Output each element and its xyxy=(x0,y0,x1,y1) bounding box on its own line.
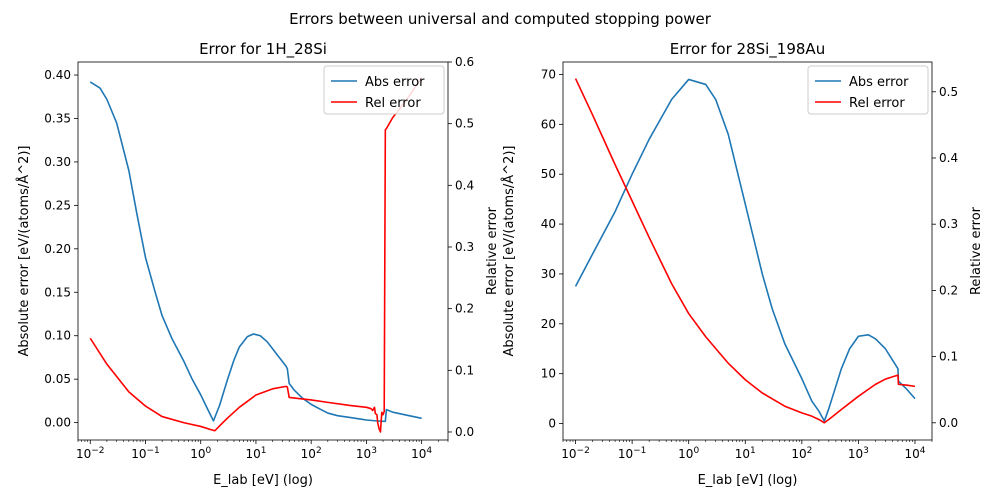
series-line-abs-error xyxy=(89,81,422,423)
y-left-tick-label: 30 xyxy=(541,267,556,281)
x-tick-label: 100 xyxy=(190,446,211,461)
x-tick-label: 101 xyxy=(735,446,756,461)
chart-title: Error for 1H_28Si xyxy=(199,40,327,59)
y-left-tick-label: 0.40 xyxy=(44,68,71,82)
y-left-axis-label: Absolute error [eV/(atoms/Å^2)] xyxy=(16,145,32,356)
x-tick-base: 10 xyxy=(678,447,693,461)
y-left-tick-label: 0.10 xyxy=(44,329,71,343)
x-tick-base: 10 xyxy=(791,447,806,461)
y-left-tick-label: 0.05 xyxy=(44,372,71,386)
y-left-tick-label: 50 xyxy=(541,167,556,181)
y-left-tick-label: 0.20 xyxy=(44,242,71,256)
x-tick-label: 10−1 xyxy=(131,446,160,461)
y-right-tick-label: 0.3 xyxy=(455,240,474,254)
legend-label: Rel error xyxy=(849,96,905,111)
x-tick-exponent: 4 xyxy=(426,446,432,456)
legend-label: Abs error xyxy=(365,75,425,90)
y-right-tick-label: 0.3 xyxy=(939,217,958,231)
x-tick-exponent: 2 xyxy=(807,446,813,456)
y-right-tick-label: 0.5 xyxy=(939,85,958,99)
x-tick-base: 10 xyxy=(411,447,426,461)
x-tick-label: 10−2 xyxy=(76,446,105,461)
series-line-abs-error xyxy=(574,78,916,422)
x-tick-label: 102 xyxy=(301,446,322,461)
y-left-tick-label: 10 xyxy=(541,367,556,381)
legend-label: Rel error xyxy=(365,96,421,111)
y-left-tick-label: 60 xyxy=(541,117,556,131)
x-tick-label: 10−1 xyxy=(618,446,647,461)
x-tick-exponent: 4 xyxy=(920,446,926,456)
y-right-axis-label: Relative error xyxy=(485,206,500,295)
y-right-tick-label: 0.1 xyxy=(939,350,958,364)
x-tick-label: 10−2 xyxy=(561,446,590,461)
x-tick-exponent: −1 xyxy=(633,446,646,456)
x-tick-label: 101 xyxy=(245,446,266,461)
x-tick-exponent: 3 xyxy=(371,446,377,456)
x-tick-base: 10 xyxy=(245,447,260,461)
x-tick-exponent: 0 xyxy=(693,446,699,456)
y-right-tick-label: 0.2 xyxy=(939,283,958,297)
x-tick-exponent: −2 xyxy=(577,446,590,456)
y-right-tick-label: 0.4 xyxy=(939,151,958,165)
x-tick-label: 100 xyxy=(678,446,699,461)
x-tick-exponent: 0 xyxy=(205,446,211,456)
y-right-tick-label: 0.6 xyxy=(455,55,474,69)
x-tick-base: 10 xyxy=(190,447,205,461)
y-left-tick-label: 0.15 xyxy=(44,285,71,299)
y-right-tick-label: 0.0 xyxy=(455,425,474,439)
plot-frame xyxy=(77,61,449,441)
y-left-tick-label: 0.35 xyxy=(44,111,71,125)
series-line-rel-error xyxy=(574,78,916,424)
x-tick-exponent: 3 xyxy=(863,446,869,456)
y-left-tick-label: 0.00 xyxy=(44,416,71,430)
x-tick-base: 10 xyxy=(76,447,91,461)
x-tick-exponent: −1 xyxy=(146,446,159,456)
x-tick-base: 10 xyxy=(301,447,316,461)
series-line-rel-error xyxy=(89,76,423,433)
plot-frame xyxy=(562,61,933,441)
y-right-tick-label: 0.2 xyxy=(455,302,474,316)
x-tick-label: 103 xyxy=(848,446,869,461)
y-right-tick-label: 0.5 xyxy=(455,117,474,131)
x-tick-base: 10 xyxy=(561,447,576,461)
y-right-tick-label: 0.4 xyxy=(455,178,474,192)
y-left-axis-label: Absolute error [eV/(atoms/Å^2)] xyxy=(501,145,517,356)
y-left-tick-label: 70 xyxy=(541,67,556,81)
x-tick-base: 10 xyxy=(904,447,919,461)
chart-title: Error for 28Si_198Au xyxy=(670,40,825,59)
x-tick-exponent: −2 xyxy=(91,446,104,456)
y-left-tick-label: 20 xyxy=(541,317,556,331)
x-tick-base: 10 xyxy=(848,447,863,461)
x-tick-label: 104 xyxy=(411,446,432,461)
x-tick-base: 10 xyxy=(618,447,633,461)
y-left-tick-label: 0.30 xyxy=(44,155,71,169)
x-tick-base: 10 xyxy=(735,447,750,461)
y-right-axis-label: Relative error xyxy=(969,206,984,295)
y-left-tick-label: 40 xyxy=(541,217,556,231)
legend-label: Abs error xyxy=(849,75,909,90)
y-right-tick-label: 0.0 xyxy=(939,416,958,430)
y-right-tick-label: 0.1 xyxy=(455,363,474,377)
x-axis-label: E_lab [eV] (log) xyxy=(213,473,313,488)
x-tick-exponent: 1 xyxy=(750,446,756,456)
figure-suptitle: Errors between universal and computed st… xyxy=(289,10,712,28)
x-tick-label: 104 xyxy=(904,446,925,461)
x-tick-base: 10 xyxy=(131,447,146,461)
x-tick-exponent: 1 xyxy=(261,446,267,456)
y-left-tick-label: 0.25 xyxy=(44,198,71,212)
x-tick-exponent: 2 xyxy=(316,446,322,456)
y-left-tick-label: 0 xyxy=(548,417,556,431)
x-tick-base: 10 xyxy=(356,447,371,461)
x-axis-label: E_lab [eV] (log) xyxy=(698,473,798,488)
x-tick-label: 102 xyxy=(791,446,812,461)
x-tick-label: 103 xyxy=(356,446,377,461)
